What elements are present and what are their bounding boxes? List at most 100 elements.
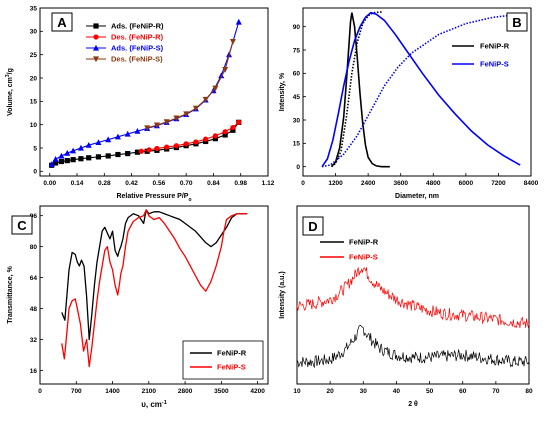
a-data-point-2 xyxy=(124,130,131,137)
a-data-point-0 xyxy=(78,156,84,162)
a-data-point-0 xyxy=(58,158,65,165)
a-legend-label: Ads. (FeNiP-R) xyxy=(111,22,164,31)
a-data-point-2 xyxy=(64,149,71,156)
d-label-box xyxy=(302,216,324,236)
d-xtick-label: 60 xyxy=(459,388,467,395)
a-data-point-3 xyxy=(229,39,236,45)
c-legend-label: FeNiP-S xyxy=(217,363,246,372)
a-data-point-2 xyxy=(134,128,141,134)
a-ytick-label: 5 xyxy=(33,145,37,152)
a-data-point-1 xyxy=(203,136,209,142)
c-xtick-label: 0 xyxy=(38,388,42,395)
c-label: C xyxy=(17,218,27,233)
d-xtick-label: 70 xyxy=(492,388,500,395)
a-data-point-1 xyxy=(230,124,236,131)
a-data-point-2 xyxy=(52,156,59,162)
a-data-point-0 xyxy=(70,157,76,163)
b-xtick-label: 1200 xyxy=(328,180,343,187)
d-ylabel: Intensity (a.u.) xyxy=(279,271,286,318)
a-ylabel-superscript: 3 xyxy=(5,74,11,77)
c-ytick-label: 32 xyxy=(30,337,38,344)
a-data-point-3 xyxy=(202,96,209,103)
a-data-point-0 xyxy=(212,136,218,142)
a-legend-label: Des. (FeNiP-S) xyxy=(111,55,163,64)
a-data-point-0 xyxy=(222,132,228,138)
a-xtick-label: 0.14 xyxy=(71,180,84,187)
a-xtick-label: 0.98 xyxy=(234,180,247,187)
c-xtick-label: 700 xyxy=(71,388,82,395)
c-series-line-0 xyxy=(61,209,248,341)
c-ytick-label: 96 xyxy=(30,213,38,220)
a-legend-marker xyxy=(93,44,99,51)
b-ytick-label: 30 xyxy=(293,117,301,124)
a-data-point-3 xyxy=(173,115,180,122)
c-xlabel: υ, cm-1 xyxy=(141,400,167,409)
b-label: B xyxy=(512,15,521,30)
d-series-line-1 xyxy=(296,266,530,329)
c-ytick-label: 64 xyxy=(30,275,38,282)
c-xlabel-superscript: -1 xyxy=(162,400,167,406)
a-data-point-0 xyxy=(95,154,102,160)
b-ytick-label: 15 xyxy=(293,141,301,148)
a-xlabel: Relative Pressure P/Po xyxy=(116,193,191,203)
b-xtick-label: 2400 xyxy=(361,180,376,187)
c-ylabel: Transmittance, % xyxy=(7,265,14,323)
a-data-point-2 xyxy=(235,18,242,25)
a-legend-label: Ads. (FeNiP-S) xyxy=(111,44,164,53)
a-legend-label: Des. (FeNiP-R) xyxy=(111,33,164,42)
a-data-point-1 xyxy=(146,147,152,153)
b-plot-frame xyxy=(302,7,532,177)
a-label: A xyxy=(57,15,67,30)
a-ytick-label: 0 xyxy=(33,169,37,176)
a-data-point-3 xyxy=(212,85,219,92)
d-xtick-label: 80 xyxy=(525,388,533,395)
a-data-point-0 xyxy=(125,151,131,157)
b-ytick-label: 60 xyxy=(293,71,301,78)
b-legend-label: FeNiP-S xyxy=(480,60,509,69)
a-data-point-2 xyxy=(70,147,77,154)
b-xtick-label: 4800 xyxy=(426,180,441,187)
a-xtick-label: 0.00 xyxy=(43,180,56,187)
a-data-point-2 xyxy=(48,161,55,167)
d-xlabel: 2 θ xyxy=(408,401,418,408)
d-legend-label: FeNiP-S xyxy=(349,253,378,262)
a-data-point-1 xyxy=(183,141,189,147)
a-label-box xyxy=(51,12,73,32)
a-xtick-label: 0.28 xyxy=(98,180,111,187)
d-xtick-label: 10 xyxy=(293,388,301,395)
a-ylabel: Volume, cm3/g xyxy=(5,68,14,116)
b-ytick-label: 90 xyxy=(293,24,301,31)
a-plot-frame xyxy=(39,7,269,177)
c-xtick-label: 2100 xyxy=(142,388,157,395)
b-xtick-label: 7200 xyxy=(491,180,506,187)
d-xtick-label: 40 xyxy=(393,388,401,395)
d-legend-label: FeNiP-R xyxy=(349,238,379,247)
a-xtick-label: 0.70 xyxy=(180,180,193,187)
a-legend-marker xyxy=(93,56,99,63)
b-ytick-label: 45 xyxy=(293,94,301,101)
a-data-point-3 xyxy=(183,111,190,118)
a-series-line-3 xyxy=(147,41,234,129)
a-legend-marker xyxy=(93,23,99,29)
b-ylabel: Intensity, % xyxy=(279,72,286,111)
a-data-point-0 xyxy=(105,153,111,159)
a-data-point-2 xyxy=(85,142,92,148)
a-ylabel-tail: /g xyxy=(7,68,14,74)
a-xtick-label: 0.56 xyxy=(153,180,166,187)
a-data-point-1 xyxy=(222,129,228,135)
c-xtick-label: 1400 xyxy=(105,388,120,395)
b-series-line-2 xyxy=(321,11,521,168)
panel-c: 0 700 1400 2100 2800 3500 4200 16 32 48 64 80 96 FeNi… xyxy=(7,205,269,409)
a-data-point-0 xyxy=(115,151,121,158)
d-plot-frame xyxy=(296,205,530,385)
a-data-point-0 xyxy=(52,160,59,166)
a-data-point-1 xyxy=(164,144,170,150)
a-data-point-0 xyxy=(64,158,70,164)
a-data-point-2 xyxy=(58,152,65,159)
c-xtick-label: 3500 xyxy=(214,388,229,395)
c-legend-label: FeNiP-R xyxy=(217,349,247,358)
a-data-point-1 xyxy=(193,139,199,145)
c-ytick-label: 16 xyxy=(30,368,38,375)
a-data-point-3 xyxy=(192,105,199,112)
